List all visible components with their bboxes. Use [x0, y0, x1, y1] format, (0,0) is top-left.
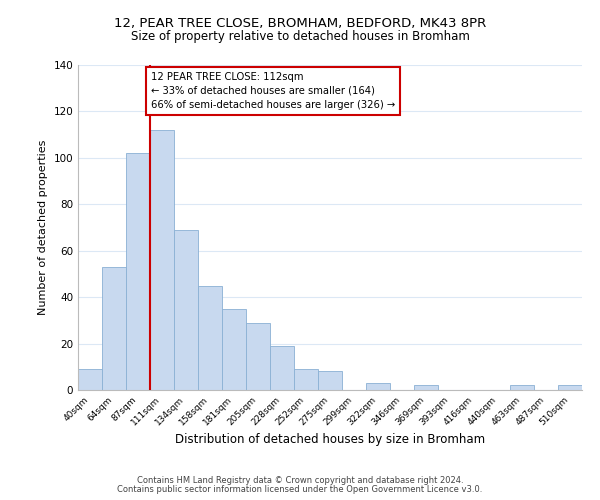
Bar	[222, 309, 246, 390]
Bar	[150, 130, 174, 390]
X-axis label: Distribution of detached houses by size in Bromham: Distribution of detached houses by size …	[175, 432, 485, 446]
Bar	[126, 153, 150, 390]
Text: 12 PEAR TREE CLOSE: 112sqm
← 33% of detached houses are smaller (164)
66% of sem: 12 PEAR TREE CLOSE: 112sqm ← 33% of deta…	[151, 72, 395, 110]
Text: Contains HM Land Registry data © Crown copyright and database right 2024.: Contains HM Land Registry data © Crown c…	[137, 476, 463, 485]
Bar	[414, 386, 438, 390]
Text: 12, PEAR TREE CLOSE, BROMHAM, BEDFORD, MK43 8PR: 12, PEAR TREE CLOSE, BROMHAM, BEDFORD, M…	[114, 18, 486, 30]
Bar	[102, 267, 126, 390]
Text: Size of property relative to detached houses in Bromham: Size of property relative to detached ho…	[131, 30, 469, 43]
Bar	[558, 386, 582, 390]
Bar	[198, 286, 222, 390]
Bar	[366, 383, 390, 390]
Bar	[246, 322, 270, 390]
Bar	[174, 230, 198, 390]
Y-axis label: Number of detached properties: Number of detached properties	[38, 140, 48, 315]
Text: Contains public sector information licensed under the Open Government Licence v3: Contains public sector information licen…	[118, 485, 482, 494]
Bar	[510, 386, 534, 390]
Bar	[270, 346, 294, 390]
Bar	[294, 369, 318, 390]
Bar	[318, 372, 342, 390]
Bar	[78, 369, 102, 390]
